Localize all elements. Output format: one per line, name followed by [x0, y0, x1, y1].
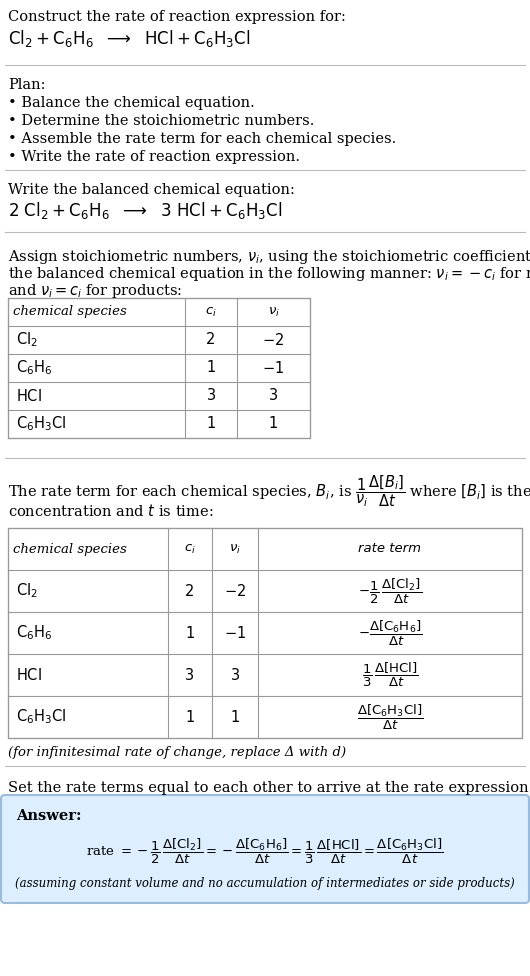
- Text: • Write the rate of reaction expression.: • Write the rate of reaction expression.: [8, 150, 300, 164]
- Text: $c_i$: $c_i$: [205, 305, 217, 318]
- Text: Answer:: Answer:: [16, 809, 82, 823]
- Text: 1: 1: [206, 417, 216, 431]
- Text: Plan:: Plan:: [8, 78, 46, 92]
- Text: $-\dfrac{1}{2}\,\dfrac{\Delta[\mathrm{Cl_2}]}{\Delta t}$: $-\dfrac{1}{2}\,\dfrac{\Delta[\mathrm{Cl…: [358, 577, 422, 606]
- Text: $\mathrm{C_6H_6}$: $\mathrm{C_6H_6}$: [16, 358, 52, 378]
- Text: 3: 3: [231, 668, 240, 682]
- Text: chemical species: chemical species: [13, 305, 127, 318]
- Text: $-\dfrac{\Delta[\mathrm{C_6H_6}]}{\Delta t}$: $-\dfrac{\Delta[\mathrm{C_6H_6}]}{\Delta…: [358, 619, 422, 648]
- Text: 1: 1: [186, 710, 195, 724]
- Text: $\mathrm{Cl_2}$: $\mathrm{Cl_2}$: [16, 582, 38, 600]
- Text: $-1$: $-1$: [224, 625, 246, 641]
- Text: 3: 3: [186, 668, 195, 682]
- Text: 1: 1: [231, 710, 240, 724]
- Text: 1: 1: [186, 626, 195, 640]
- Text: $-2$: $-2$: [262, 332, 285, 348]
- Text: $\mathrm{2\ Cl_2 + C_6H_6}$  $\longrightarrow$  $\mathrm{3\ HCl + C_6H_3Cl}$: $\mathrm{2\ Cl_2 + C_6H_6}$ $\longrighta…: [8, 200, 282, 221]
- Text: concentration and $t$ is time:: concentration and $t$ is time:: [8, 503, 214, 519]
- Text: The rate term for each chemical species, $B_i$, is $\dfrac{1}{\nu_i}\dfrac{\Delt: The rate term for each chemical species,…: [8, 473, 530, 508]
- Text: (assuming constant volume and no accumulation of intermediates or side products): (assuming constant volume and no accumul…: [15, 877, 515, 890]
- Text: Write the balanced chemical equation:: Write the balanced chemical equation:: [8, 183, 295, 197]
- Text: $\dfrac{\Delta[\mathrm{C_6H_3Cl}]}{\Delta t}$: $\dfrac{\Delta[\mathrm{C_6H_3Cl}]}{\Delt…: [357, 703, 423, 732]
- Text: 1: 1: [269, 417, 278, 431]
- Text: $\mathrm{Cl_2 + C_6H_6}$  $\longrightarrow$  $\mathrm{HCl + C_6H_3Cl}$: $\mathrm{Cl_2 + C_6H_6}$ $\longrightarro…: [8, 28, 251, 49]
- Text: rate $= -\dfrac{1}{2}\,\dfrac{\Delta[\mathrm{Cl_2}]}{\Delta t}$$ = -\dfrac{\Delt: rate $= -\dfrac{1}{2}\,\dfrac{\Delta[\ma…: [86, 836, 444, 866]
- Text: • Assemble the rate term for each chemical species.: • Assemble the rate term for each chemic…: [8, 132, 396, 146]
- Text: $\mathrm{C_6H_6}$: $\mathrm{C_6H_6}$: [16, 624, 52, 642]
- FancyBboxPatch shape: [1, 795, 529, 903]
- Text: $\mathrm{C_6H_3Cl}$: $\mathrm{C_6H_3Cl}$: [16, 708, 66, 726]
- Text: the balanced chemical equation in the following manner: $\nu_i = -c_i$ for react: the balanced chemical equation in the fo…: [8, 265, 530, 283]
- Text: $-2$: $-2$: [224, 583, 246, 599]
- Text: Construct the rate of reaction expression for:: Construct the rate of reaction expressio…: [8, 10, 346, 24]
- Text: • Balance the chemical equation.: • Balance the chemical equation.: [8, 96, 255, 110]
- Text: $\mathrm{HCl}$: $\mathrm{HCl}$: [16, 388, 42, 404]
- Text: Assign stoichiometric numbers, $\nu_i$, using the stoichiometric coefficients, $: Assign stoichiometric numbers, $\nu_i$, …: [8, 248, 530, 266]
- Text: (for infinitesimal rate of change, replace Δ with d): (for infinitesimal rate of change, repla…: [8, 746, 346, 759]
- Text: $\mathrm{Cl_2}$: $\mathrm{Cl_2}$: [16, 331, 38, 349]
- Text: 2: 2: [186, 584, 195, 598]
- Text: rate term: rate term: [358, 543, 421, 555]
- Text: $\mathrm{C_6H_3Cl}$: $\mathrm{C_6H_3Cl}$: [16, 415, 66, 433]
- Text: $\mathrm{HCl}$: $\mathrm{HCl}$: [16, 667, 42, 683]
- Text: $-1$: $-1$: [262, 360, 285, 376]
- Text: 3: 3: [207, 388, 216, 403]
- Text: chemical species: chemical species: [13, 543, 127, 555]
- Text: 3: 3: [269, 388, 278, 403]
- Bar: [8, 528, 522, 738]
- Text: Set the rate terms equal to each other to arrive at the rate expression:: Set the rate terms equal to each other t…: [8, 781, 530, 795]
- Bar: [8, 298, 310, 438]
- Text: $\nu_i$: $\nu_i$: [268, 305, 279, 318]
- Text: $\nu_i$: $\nu_i$: [229, 543, 241, 555]
- Text: $c_i$: $c_i$: [184, 543, 196, 555]
- Text: • Determine the stoichiometric numbers.: • Determine the stoichiometric numbers.: [8, 114, 314, 128]
- Text: 2: 2: [206, 333, 216, 347]
- Text: 1: 1: [206, 360, 216, 376]
- Text: and $\nu_i = c_i$ for products:: and $\nu_i = c_i$ for products:: [8, 282, 182, 300]
- Text: $\dfrac{1}{3}\,\dfrac{\Delta[\mathrm{HCl}]}{\Delta t}$: $\dfrac{1}{3}\,\dfrac{\Delta[\mathrm{HCl…: [362, 661, 418, 689]
